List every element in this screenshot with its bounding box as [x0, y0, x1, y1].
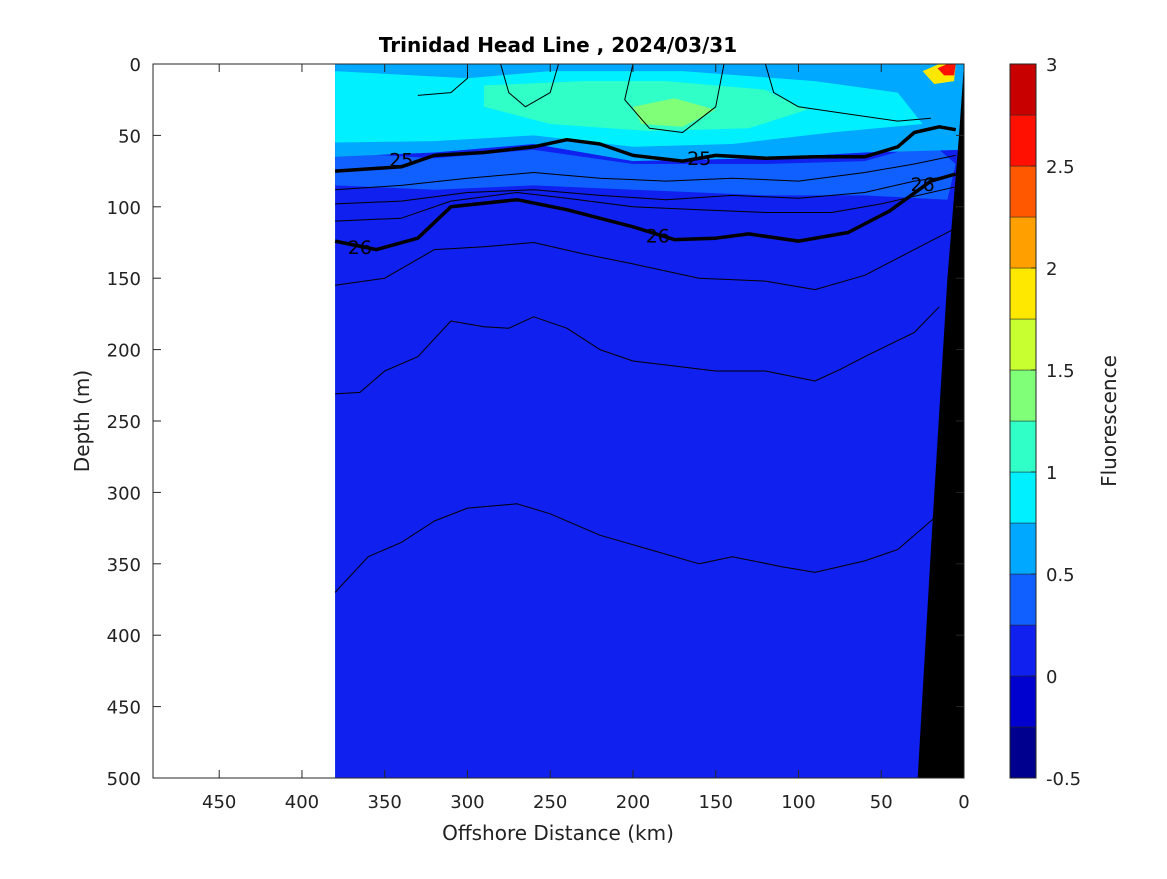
contour-label: 26 [348, 237, 372, 259]
y-tick-label: 150 [107, 269, 141, 290]
colorbar-swatch [1009, 216, 1037, 269]
fluorescence-patch [732, 66, 807, 79]
density-contour [500, 64, 559, 108]
colorbar-swatch [1009, 420, 1037, 473]
x-tick-label: 450 [202, 792, 236, 813]
density-contour [624, 64, 725, 133]
axes: 450 400 350 300 250 200 150 100 50 00501001502002… [107, 55, 970, 813]
x-tick-label: 250 [533, 792, 567, 813]
seafloor [917, 64, 964, 778]
colorbar-swatch [1009, 726, 1037, 779]
colorbar-tick-label: 0.5 [1046, 565, 1075, 586]
fluorescence-patch [937, 64, 956, 76]
fluorescence-field [335, 64, 964, 778]
density-contour [764, 64, 931, 122]
y-axis-label: Depth (m) [70, 370, 94, 472]
colorbar: 3 2.5 2 1.5 1 0.5 0 -0.5 [1009, 55, 1081, 790]
colorbar-swatch [1009, 63, 1037, 116]
y-tick-label: 350 [107, 555, 141, 576]
density-contour [334, 503, 940, 593]
colorbar-tick-label: 2.5 [1046, 157, 1075, 178]
density-contour [335, 186, 956, 222]
density-contour [335, 174, 956, 205]
colorbar-swatch [1009, 522, 1037, 575]
y-tick-label: 100 [107, 198, 141, 219]
density-contour [335, 227, 956, 291]
contour-label: 25 [687, 148, 711, 170]
x-tick-label: 350 [368, 792, 402, 813]
y-tick-label: 500 [107, 769, 141, 790]
x-tick-label: 300 [450, 792, 484, 813]
density-contour-bold [334, 172, 957, 252]
colorbar-swatch [1009, 573, 1037, 626]
colorbar-tick-label: -0.5 [1046, 769, 1081, 790]
colorbar-tick-label: 1 [1046, 463, 1057, 484]
fluorescence-patch [335, 142, 956, 200]
contour-label: 26 [646, 225, 670, 247]
colorbar-swatch [1009, 624, 1037, 677]
colorbar-swatch [1009, 471, 1037, 524]
y-tick-label: 300 [107, 483, 141, 504]
colorbar-label: Fluorescence [1097, 355, 1121, 487]
colorbar-tick-label: 0 [1046, 667, 1057, 688]
x-tick-label: 400 [285, 792, 319, 813]
colorbar-swatch [1009, 114, 1037, 167]
colorbar-frame [1009, 63, 1037, 779]
colorbar-tick-label: 1.5 [1046, 361, 1075, 382]
seafloor-topography [917, 64, 964, 778]
x-tick-label: 200 [616, 792, 650, 813]
y-tick-label: 250 [107, 412, 141, 433]
density-contour [335, 154, 956, 191]
colorbar-tick-label: 2 [1046, 259, 1057, 280]
density-contour-bold [334, 125, 957, 173]
y-tick-label: 400 [107, 626, 141, 647]
density-contour [335, 306, 940, 395]
colorbar-swatch [1009, 318, 1037, 371]
fluorescence-patch [633, 98, 716, 127]
chart-title: Trinidad Head Line , 2024/03/31 [379, 33, 737, 57]
x-tick-label: 0 [958, 792, 969, 813]
colorbar-tick-label: 3 [1046, 55, 1057, 76]
y-tick-label: 0 [130, 55, 141, 76]
contour-label: 25 [389, 150, 413, 172]
y-tick-label: 450 [107, 698, 141, 719]
x-axis-label: Offshore Distance (km) [442, 821, 674, 845]
x-tick-label: 100 [781, 792, 815, 813]
x-tick-label: 50 [870, 792, 893, 813]
colorbar-swatch [1009, 369, 1037, 422]
y-tick-label: 50 [118, 126, 141, 147]
colorbar-swatch [1009, 267, 1037, 320]
y-tick-label: 200 [107, 341, 141, 362]
colorbar-swatch [1009, 165, 1037, 218]
colorbar-swatch [1009, 675, 1037, 728]
x-tick-label: 150 [699, 792, 733, 813]
